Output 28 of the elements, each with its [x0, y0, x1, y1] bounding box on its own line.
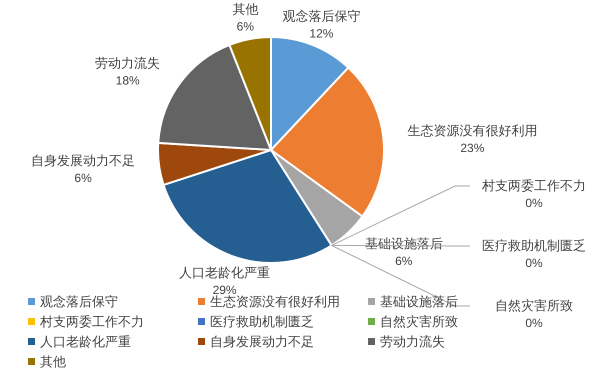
- slice-label: 劳动力流失: [95, 55, 160, 70]
- legend-label: 其他: [40, 354, 66, 369]
- data-label: 23%: [460, 141, 485, 156]
- slice-label: 其他: [232, 1, 258, 16]
- legend-label: 医疗救助机制匮乏: [210, 314, 314, 329]
- legend-label: 基础设施落后: [380, 294, 458, 309]
- legend-label: 村支两委工作不力: [39, 314, 144, 329]
- data-label: 6%: [74, 171, 92, 186]
- legend-label: 人口老龄化严重: [40, 334, 131, 349]
- data-label: 6%: [236, 19, 254, 34]
- legend-label: 自身发展动力不足: [210, 334, 314, 349]
- slice-label: 自身发展动力不足: [31, 153, 136, 168]
- category-label: 医疗救助机制匮乏: [482, 238, 586, 253]
- category-label: 自然灾害所致: [495, 298, 573, 313]
- slice-label: 人口老龄化严重: [179, 264, 270, 280]
- slice-label: 观念落后保守: [282, 8, 360, 24]
- text: 0%: [525, 196, 543, 210]
- legend-label: 自然灾害所致: [380, 314, 458, 329]
- text: 0%: [525, 316, 543, 330]
- slice-label: 生态资源没有很好利用: [407, 123, 538, 138]
- category-label: 村支两委工作不力: [482, 178, 586, 193]
- data-label: 12%: [309, 26, 334, 41]
- legend-label: 观念落后保守: [40, 294, 118, 309]
- legend-label: 生态资源没有很好利用: [210, 294, 340, 309]
- data-label: 18%: [116, 73, 140, 88]
- text: 0%: [525, 256, 543, 270]
- data-label: 6%: [395, 254, 413, 268]
- legend-label: 劳动力流失: [380, 334, 445, 349]
